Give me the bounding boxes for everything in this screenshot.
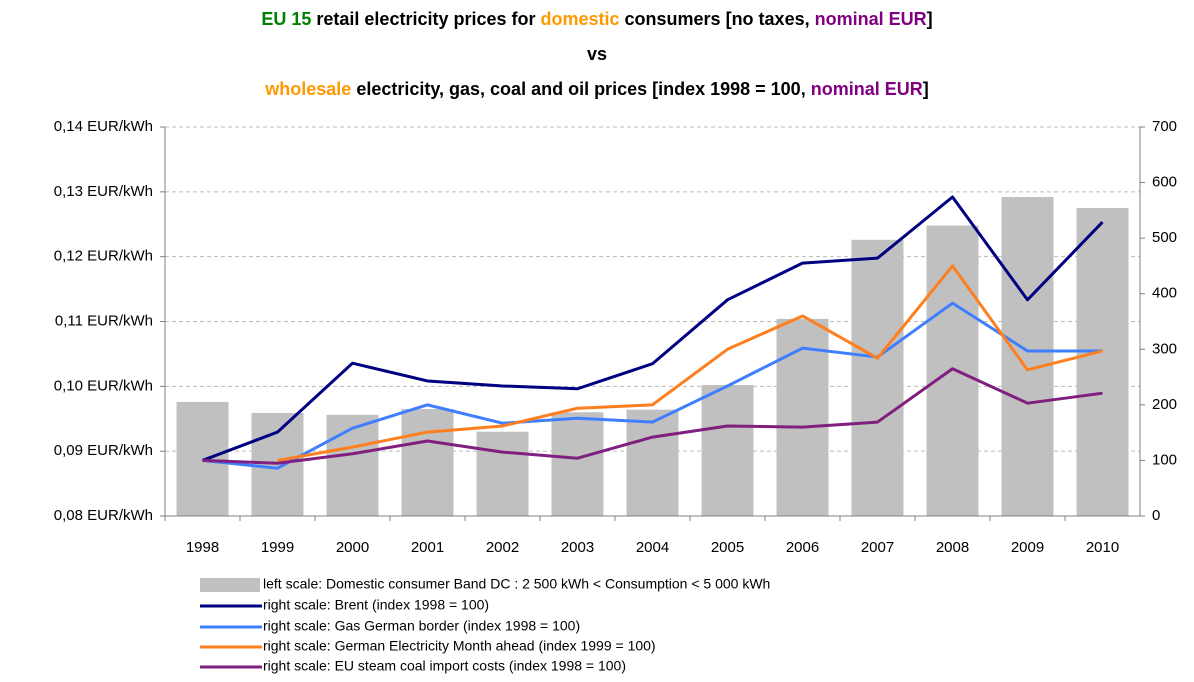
bar [476, 431, 529, 516]
bar [776, 318, 829, 516]
legend-label: right scale: Brent (index 1998 = 100) [263, 597, 489, 613]
bar [1001, 197, 1054, 516]
line-series [201, 195, 1104, 462]
x-tick-label: 1998 [186, 539, 219, 556]
title-part: domestic [541, 9, 620, 29]
bar [401, 409, 454, 516]
x-tick-label: 2004 [636, 539, 669, 556]
title-part: retail electricity prices for [311, 9, 540, 29]
title-part: nominal EUR [815, 9, 927, 29]
legend-label: left scale: Domestic consumer Band DC : … [263, 576, 770, 592]
chart-title: wholesale electricity, gas, coal and oil… [264, 79, 928, 99]
bar [926, 225, 979, 516]
title-part: EU 15 [261, 9, 311, 29]
bar [326, 414, 379, 516]
title-part: nominal EUR [811, 79, 923, 99]
legend-label: right scale: German Electricity Month ah… [263, 638, 656, 654]
line-series [277, 264, 1103, 462]
y-tick-label: 0,14 EUR/kWh [54, 118, 153, 135]
line-series [202, 301, 1103, 470]
bar [1076, 208, 1129, 516]
x-tick-label: 2003 [561, 539, 594, 556]
title-part: vs [587, 44, 607, 64]
y2-tick-label: 400 [1152, 285, 1177, 302]
y2-tick-label: 500 [1152, 229, 1177, 246]
title-part: ] [923, 79, 929, 99]
y-tick-label: 0,11 EUR/kWh [55, 312, 153, 329]
x-tick-label: 2010 [1086, 539, 1119, 556]
x-tick-label: 2000 [336, 539, 369, 556]
x-tick-label: 2007 [861, 539, 894, 556]
x-tick-label: 2002 [486, 539, 519, 556]
bar [551, 412, 604, 516]
x-tick-label: 2008 [936, 539, 969, 556]
x-tick-label: 1999 [261, 539, 294, 556]
title-part: ] [927, 9, 933, 29]
x-tick-label: 2001 [411, 539, 444, 556]
title-part: electricity, gas, coal and oil prices [i… [351, 79, 810, 99]
y2-tick-label: 0 [1152, 507, 1160, 524]
title-part: consumers [no taxes, [620, 9, 815, 29]
y2-tick-label: 600 [1152, 174, 1177, 191]
legend-swatch [200, 578, 260, 592]
x-tick-label: 2009 [1011, 539, 1044, 556]
y-tick-label: 0,10 EUR/kWh [54, 377, 153, 394]
title-part: wholesale [264, 79, 351, 99]
x-tick-label: 2005 [711, 539, 744, 556]
y-tick-label: 0,12 EUR/kWh [54, 248, 153, 265]
chart-title: vs [587, 44, 607, 64]
chart-title: EU 15 retail electricity prices for dome… [261, 9, 932, 29]
legend-label: right scale: EU steam coal import costs … [263, 658, 626, 674]
y2-tick-label: 700 [1152, 118, 1177, 135]
y-tick-label: 0,13 EUR/kWh [54, 183, 153, 200]
bar [851, 239, 904, 516]
x-tick-label: 2006 [786, 539, 819, 556]
y2-tick-label: 100 [1152, 451, 1177, 468]
y2-tick-label: 200 [1152, 396, 1177, 413]
line-series [202, 367, 1103, 465]
y-tick-label: 0,09 EUR/kWh [54, 442, 153, 459]
y-tick-label: 0,08 EUR/kWh [54, 507, 153, 524]
bar [626, 409, 679, 516]
y2-tick-label: 300 [1152, 340, 1177, 357]
legend-label: right scale: Gas German border (index 19… [263, 618, 580, 634]
bar [701, 385, 754, 516]
